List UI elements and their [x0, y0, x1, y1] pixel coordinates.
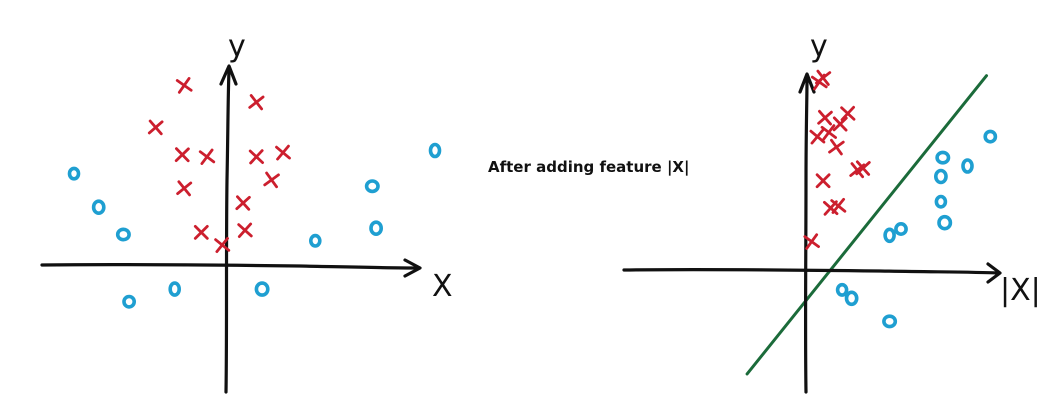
cross-marker — [265, 173, 279, 187]
right-y-axis-label: y — [810, 29, 828, 64]
left-x-axis-label: X — [432, 269, 453, 304]
circle-marker — [885, 229, 894, 241]
left-y-axis — [226, 70, 229, 392]
caption: After adding feature |X| — [488, 158, 689, 176]
cross-marker — [250, 96, 263, 109]
left-y-axis-label: y — [228, 29, 246, 64]
cross-marker — [200, 150, 214, 164]
cross-marker — [250, 151, 262, 163]
cross-marker — [276, 146, 289, 159]
circle-marker — [939, 217, 950, 229]
circle-marker — [985, 131, 995, 141]
cross-marker — [816, 71, 829, 84]
circle-marker — [937, 152, 948, 162]
right-x-axis — [624, 270, 998, 273]
circle-marker — [847, 292, 857, 304]
circle-marker — [884, 316, 895, 326]
circle-marker — [311, 236, 320, 246]
circle-marker — [963, 160, 972, 172]
left-crosses — [149, 78, 289, 251]
right-y-axis — [806, 78, 807, 392]
circle-marker — [118, 229, 129, 239]
cross-marker — [842, 107, 854, 119]
cross-marker — [239, 224, 252, 237]
cross-marker — [176, 149, 188, 161]
circle-marker — [367, 181, 378, 191]
circle-marker — [936, 171, 946, 183]
cross-marker — [834, 118, 846, 130]
right-panel: y |X| — [624, 29, 1041, 392]
circle-marker — [70, 168, 79, 178]
circle-marker — [431, 145, 440, 157]
circle-marker — [936, 197, 945, 207]
cross-marker — [149, 121, 162, 134]
circle-marker — [94, 201, 104, 213]
circle-marker — [838, 285, 847, 295]
cross-marker — [195, 226, 207, 238]
cross-marker — [817, 175, 829, 187]
right-crosses — [805, 71, 869, 248]
cross-marker — [237, 197, 250, 210]
cross-marker — [822, 126, 836, 140]
left-x-axis — [42, 265, 418, 268]
left-panel: y X — [42, 29, 453, 392]
circle-marker — [170, 283, 179, 295]
cross-marker — [830, 140, 844, 154]
cross-marker — [819, 111, 832, 124]
circle-marker — [896, 224, 906, 234]
left-circles — [70, 145, 440, 307]
cross-marker — [178, 182, 191, 195]
cross-marker — [177, 78, 191, 92]
circle-marker — [256, 283, 267, 295]
circle-marker — [124, 297, 134, 307]
circle-marker — [371, 222, 381, 234]
cross-marker — [811, 130, 824, 143]
right-x-axis-label: |X| — [1000, 273, 1041, 308]
